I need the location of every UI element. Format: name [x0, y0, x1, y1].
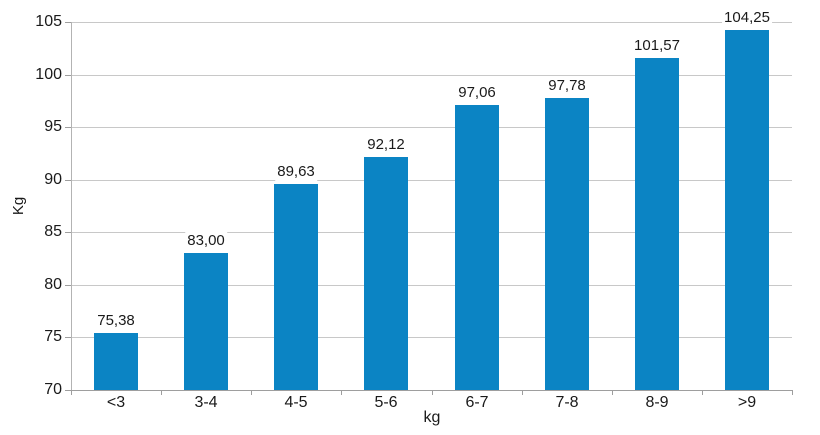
- x-axis-tick: [792, 390, 793, 395]
- bar: [455, 105, 499, 390]
- y-axis-tick: [65, 285, 71, 286]
- bar: [274, 184, 318, 390]
- x-axis-line: [71, 390, 792, 391]
- y-axis-tick: [65, 75, 71, 76]
- x-tick-label: 3-4: [194, 394, 218, 411]
- y-tick-label: 90: [44, 171, 62, 188]
- x-axis-tick: [612, 390, 613, 395]
- y-gridline: [71, 75, 792, 76]
- y-gridline: [71, 180, 792, 181]
- y-tick-label: 70: [44, 381, 62, 398]
- y-gridline: [71, 127, 792, 128]
- bar-value-label: 89,63: [275, 163, 317, 181]
- y-gridline: [71, 285, 792, 286]
- bar-value-label: 104,25: [722, 9, 772, 27]
- y-tick-label: 105: [35, 13, 62, 30]
- bar: [635, 58, 679, 390]
- x-axis-tick: [432, 390, 433, 395]
- bar: [364, 157, 408, 390]
- y-tick-label: 75: [44, 328, 62, 345]
- bar-value-label: 92,12: [365, 136, 407, 154]
- y-axis-tick: [65, 390, 71, 391]
- x-tick-label: 7-8: [555, 394, 579, 411]
- bar-value-label: 97,06: [456, 84, 498, 102]
- y-gridline: [71, 337, 792, 338]
- y-gridline: [71, 232, 792, 233]
- x-tick-label: 8-9: [645, 394, 669, 411]
- y-axis-tick: [65, 22, 71, 23]
- x-tick-label: 4-5: [284, 394, 308, 411]
- x-axis-tick: [71, 390, 72, 395]
- y-tick-label: 85: [44, 223, 62, 240]
- bar: [94, 333, 138, 390]
- y-gridline: [71, 22, 792, 23]
- x-tick-label: 5-6: [374, 394, 398, 411]
- bar-value-label: 97,78: [546, 77, 588, 95]
- bar: [545, 98, 589, 390]
- y-axis-tick: [65, 180, 71, 181]
- y-tick-label: 100: [35, 66, 62, 83]
- y-tick-label: 95: [44, 118, 62, 135]
- bar-value-label: 101,57: [632, 37, 682, 55]
- x-tick-label: >9: [737, 394, 757, 411]
- bar: [184, 253, 228, 390]
- x-axis-tick: [522, 390, 523, 395]
- bar: [725, 30, 769, 390]
- x-axis-tick: [341, 390, 342, 395]
- y-axis-tick: [65, 232, 71, 233]
- bar-value-label: 83,00: [185, 232, 227, 250]
- y-axis-line: [71, 22, 72, 390]
- x-tick-label: <3: [106, 394, 126, 411]
- y-axis-title: Kg: [10, 196, 27, 216]
- x-axis-tick: [251, 390, 252, 395]
- y-tick-label: 80: [44, 276, 62, 293]
- x-axis-tick: [161, 390, 162, 395]
- x-axis-tick: [702, 390, 703, 395]
- bar-value-label: 75,38: [95, 312, 137, 330]
- y-axis-tick: [65, 337, 71, 338]
- x-axis-title: kg: [423, 409, 441, 426]
- x-tick-label: 6-7: [465, 394, 489, 411]
- y-axis-tick: [65, 127, 71, 128]
